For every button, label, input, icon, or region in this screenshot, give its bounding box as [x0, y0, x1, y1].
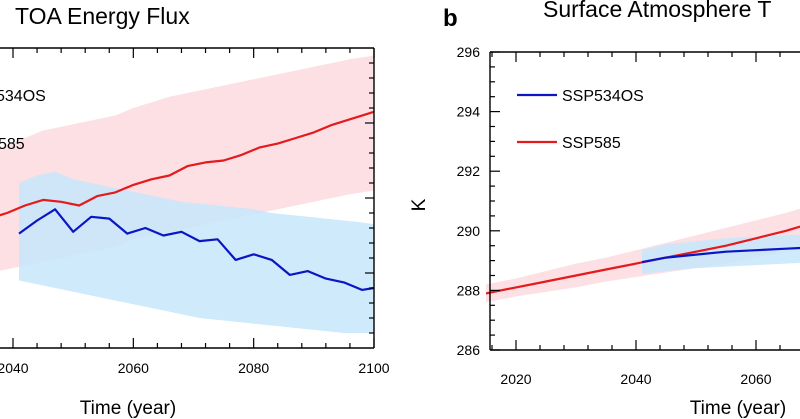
- right-line-ssp585: [485, 225, 800, 295]
- right-axes: [489, 51, 800, 351]
- left-x-axis-label: Time (year): [80, 398, 176, 419]
- right-legend: SSP534OS SSP585: [517, 88, 644, 152]
- left-x-tick-label: 2060: [118, 360, 149, 376]
- left-series-lines: [0, 110, 375, 291]
- right-y-tick-label: 290: [457, 223, 481, 239]
- right-y-tick-label: 296: [457, 44, 481, 60]
- right-legend-label-ssp585: SSP585: [562, 135, 621, 152]
- right-band-ssp534os: [642, 234, 800, 274]
- toa-energy-flux-panel: TOA Energy Flux 2040 2060 2080 2100 Time (y…: [0, 3, 390, 419]
- right-y-tick-label: 288: [457, 282, 481, 298]
- left-x-ticks: 2040 2060 2080 2100: [0, 48, 390, 376]
- right-legend-label-ssp534os: SSP534OS: [562, 88, 644, 105]
- right-y-tick-label: 294: [457, 104, 481, 120]
- left-line-ssp585: [0, 110, 375, 217]
- right-x-tick-label: 2060: [740, 371, 771, 387]
- left-axes: [0, 47, 375, 349]
- left-legend-label-ssp585: 585: [0, 136, 25, 153]
- right-y-ticks: 286 288 290 292 294 296: [457, 44, 500, 358]
- left-uncertainty-bands: [0, 55, 374, 333]
- right-line-ssp534os: [641, 246, 800, 264]
- right-y-tick-label: 292: [457, 163, 481, 179]
- right-y-axis-label: K: [409, 198, 430, 211]
- panel-letter-b: b: [443, 5, 458, 32]
- left-x-tick-label: 2080: [238, 360, 269, 376]
- right-x-tick-label: 2040: [620, 371, 651, 387]
- left-line-ssp534os: [18, 208, 375, 291]
- left-legend: 534OS 585: [0, 88, 46, 153]
- left-x-tick-label: 2100: [358, 360, 389, 376]
- right-x-axis-label: Time (year): [690, 398, 786, 419]
- right-x-ticks: 2020 2040 2060: [491, 52, 781, 387]
- right-y-tick-label: 286: [457, 342, 481, 358]
- right-x-tick-label: 2020: [500, 371, 531, 387]
- right-chart-title: Surface Atmosphere T: [543, 0, 771, 22]
- left-band-ssp534os: [19, 171, 374, 333]
- right-series-lines: [485, 225, 800, 295]
- left-chart-title: TOA Energy Flux: [15, 3, 190, 29]
- surface-temperature-panel: b Surface Atmosphere T 2020 2040 2060 2862…: [409, 0, 800, 419]
- left-legend-label-ssp534os: 534OS: [0, 88, 46, 105]
- left-x-tick-label: 2040: [0, 360, 29, 376]
